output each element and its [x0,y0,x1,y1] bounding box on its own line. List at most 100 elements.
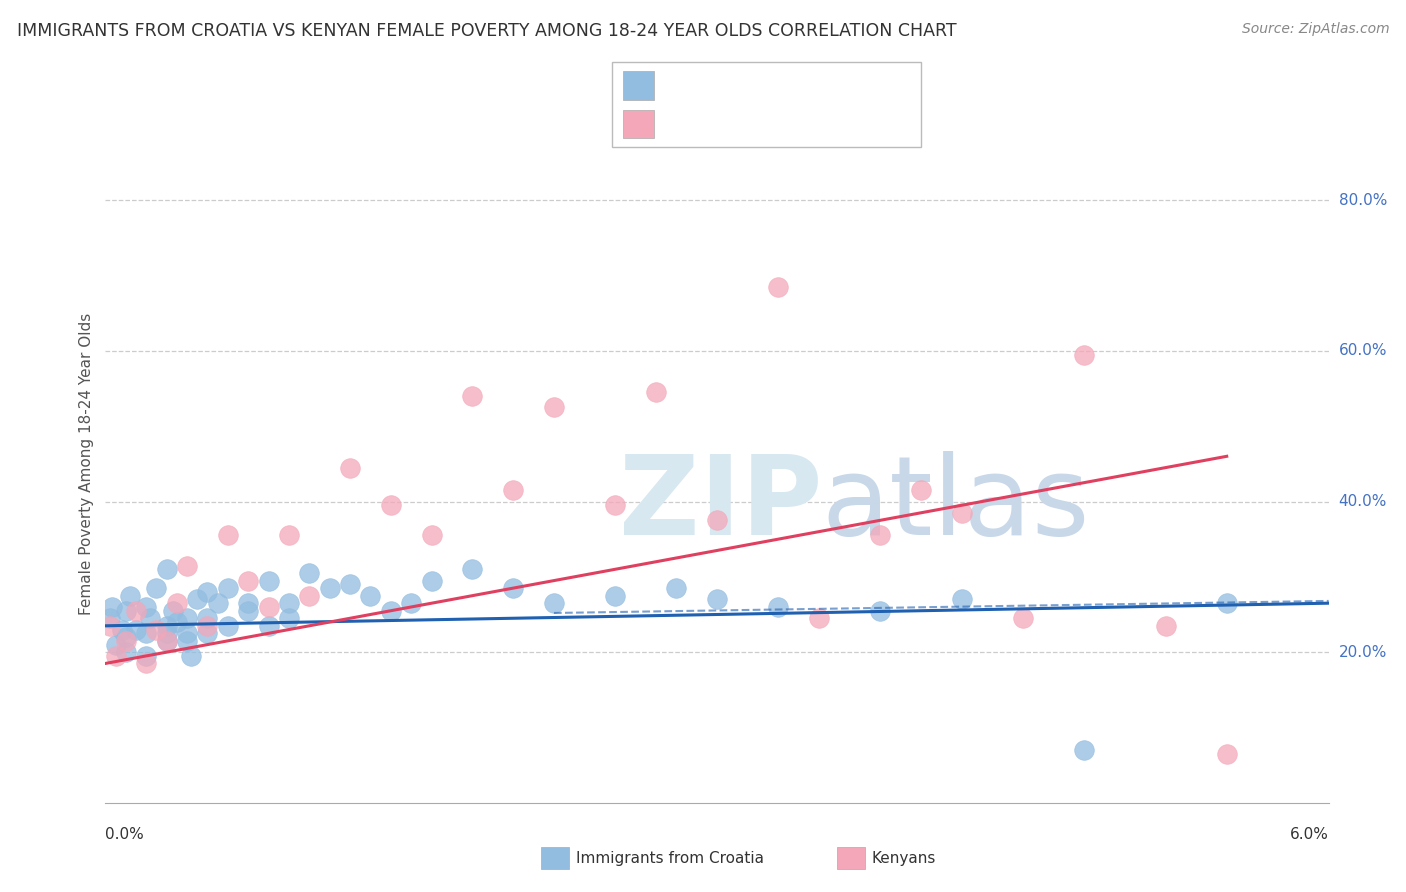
Point [543,596,565,610]
Text: 0.0%: 0.0% [105,827,145,842]
Point [420,528,443,542]
Point [277,596,299,610]
Point [910,483,932,498]
Point [768,280,790,294]
Text: Immigrants from Croatia: Immigrants from Croatia [576,851,765,865]
Text: R =: R = [668,77,707,95]
Point [1073,348,1095,362]
Point [176,611,198,625]
Point [706,513,728,527]
Point [257,619,280,633]
Text: 6.0%: 6.0% [1289,827,1329,842]
Point [104,638,127,652]
Point [706,592,728,607]
Text: IMMIGRANTS FROM CROATIA VS KENYAN FEMALE POVERTY AMONG 18-24 YEAR OLDS CORRELATI: IMMIGRANTS FROM CROATIA VS KENYAN FEMALE… [17,22,956,40]
Text: Source: ZipAtlas.com: Source: ZipAtlas.com [1241,22,1389,37]
Point [236,574,259,588]
Point [236,604,259,618]
Point [1011,611,1033,625]
Point [543,401,565,415]
Point [139,611,162,625]
Point [420,574,443,588]
Point [1215,747,1237,761]
Point [176,626,198,640]
Point [155,633,177,648]
Point [502,581,524,595]
Point [115,645,138,659]
Point [605,498,627,512]
Point [115,633,138,648]
Point [217,581,239,595]
Text: 40.0%: 40.0% [1339,494,1386,509]
Point [380,498,402,512]
Point [807,611,830,625]
Text: 20.0%: 20.0% [1339,645,1386,660]
Point [166,615,188,629]
Point [277,611,299,625]
Point [298,566,321,580]
Point [104,648,127,663]
Text: ZIP: ZIP [619,451,823,558]
Point [135,626,157,640]
Point [125,604,148,618]
Text: 33: 33 [780,115,806,133]
Point [166,596,188,610]
Point [359,589,381,603]
Point [115,604,138,618]
Text: atlas: atlas [821,451,1090,558]
Point [461,389,484,403]
Point [195,585,219,599]
Point [176,558,198,573]
Text: 80.0%: 80.0% [1339,193,1386,208]
Point [135,657,157,671]
Point [257,574,280,588]
Point [98,611,121,625]
Point [257,599,280,614]
Point [869,528,891,542]
Point [502,483,524,498]
Point [950,592,973,607]
Point [644,385,666,400]
Point [339,460,361,475]
Point [135,599,157,614]
Point [155,626,177,640]
Point [217,619,239,633]
Text: 60.0%: 60.0% [1339,343,1386,359]
Y-axis label: Female Poverty Among 18-24 Year Olds: Female Poverty Among 18-24 Year Olds [79,313,94,615]
Point [135,648,157,663]
Point [111,623,134,637]
Point [318,581,340,595]
Text: 0.034: 0.034 [699,77,755,95]
Point [155,633,177,648]
Text: N =: N = [741,77,793,95]
Point [162,604,184,618]
Point [195,611,219,625]
Point [145,581,167,595]
Point [155,562,177,576]
Point [125,623,148,637]
Point [217,528,239,542]
Point [98,619,121,633]
Text: Kenyans: Kenyans [872,851,936,865]
Point [195,619,219,633]
Text: 55: 55 [780,77,806,95]
Point [950,506,973,520]
Point [380,604,402,618]
Point [1154,619,1177,633]
Point [145,623,167,637]
Point [461,562,484,576]
Text: 0.416: 0.416 [699,115,755,133]
Point [207,596,229,610]
Point [665,581,688,595]
Point [176,633,198,648]
Point [115,630,138,644]
Point [277,528,299,542]
Point [100,599,122,614]
Point [118,589,141,603]
Point [298,589,321,603]
Point [155,619,177,633]
Point [1073,743,1095,757]
Point [195,626,219,640]
Point [236,596,259,610]
Point [1215,596,1237,610]
